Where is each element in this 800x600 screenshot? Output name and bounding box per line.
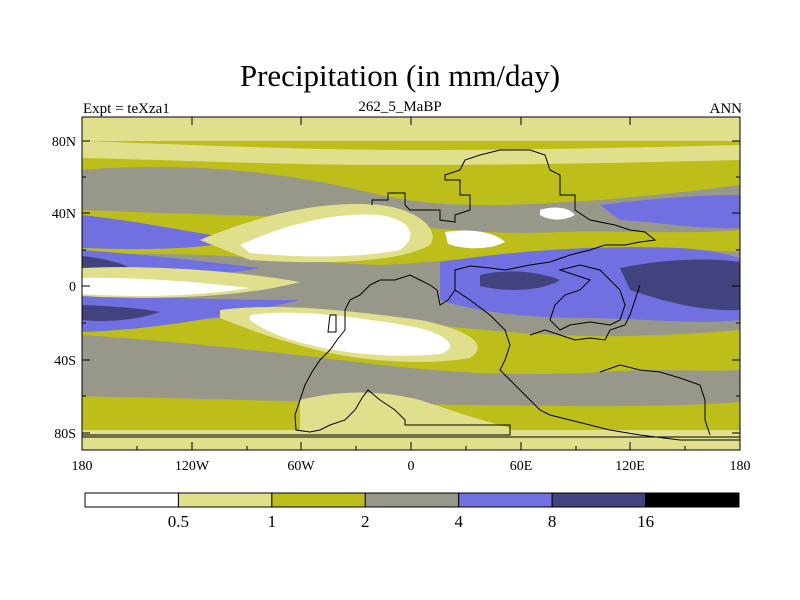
- field-south-gray: [82, 335, 740, 407]
- small-island-outline: [327, 314, 337, 333]
- lon-label-60w: 60W: [287, 459, 315, 474]
- time-label: 262_5_MaBP: [358, 99, 442, 115]
- lon-labels: 180 120W 60W 0 60E 120E 180: [72, 459, 751, 474]
- east-coast-outline: [454, 289, 740, 441]
- lon-label-180w: 180: [72, 459, 93, 474]
- field-dark-blue-africa: [480, 271, 560, 290]
- east-block-outline: [549, 264, 626, 331]
- lon-label-180e: 180: [730, 459, 751, 474]
- lon-label-60e: 60E: [510, 459, 533, 474]
- colorbar-swatch: [271, 492, 366, 508]
- colorbar-swatch: [84, 492, 179, 508]
- colorbar-label: 0.5: [168, 512, 189, 531]
- pangea-outline: [82, 149, 657, 436]
- lon-ticks: [81, 117, 741, 450]
- colorbar-swatch: [177, 492, 273, 508]
- colorbar-label: 2: [361, 512, 370, 531]
- east-antarctic-outline: [599, 364, 711, 436]
- colorbar-label: 4: [454, 512, 463, 531]
- field-north-light-band: [82, 141, 740, 165]
- field-north-blue-east: [600, 195, 740, 229]
- colorbar-label: 8: [548, 512, 557, 531]
- field-north-blue-west: [82, 215, 240, 250]
- colorbar-swatch: [364, 492, 460, 508]
- field-white-patch-a: [445, 230, 505, 249]
- lon-label-0: 0: [408, 459, 415, 474]
- field-dry-white-north: [240, 214, 411, 257]
- colorbar-swatch: [458, 492, 553, 508]
- lat-label-40s: 40S: [54, 354, 76, 369]
- field-dark-blue-sw: [82, 305, 160, 322]
- lon-label-120e: 120E: [615, 459, 645, 474]
- coastlines: [82, 149, 740, 441]
- colorbar-swatch: [551, 492, 647, 508]
- lat-ticks: [82, 140, 740, 434]
- field-antarctic-light: [300, 392, 510, 435]
- season-label: ANN: [709, 101, 743, 117]
- colorbar-swatch: [645, 492, 740, 508]
- lat-label-40n: 40N: [52, 207, 76, 222]
- lat-labels: 80N 40N 0 40S 80S: [52, 135, 76, 442]
- lat-label-80n: 80N: [52, 135, 76, 150]
- lat-label-80s: 80S: [54, 427, 76, 442]
- field-dry-white-west: [82, 277, 250, 296]
- field-dry-white-south: [250, 312, 450, 356]
- field-sw-blue: [82, 295, 300, 332]
- plot-title: Precipitation (in mm/day): [239, 58, 561, 93]
- field-white-patch-b: [540, 207, 575, 220]
- field-dark-blue-east: [620, 259, 740, 311]
- colorbar-label: 1: [268, 512, 277, 531]
- colorbar-label: 16: [637, 512, 654, 531]
- experiment-label: Expt = teXza1: [83, 101, 170, 117]
- lon-label-120w: 120W: [175, 459, 210, 474]
- colorbar: 0.5 1 2 4 8 16: [84, 492, 740, 531]
- east-south-outline: [529, 284, 641, 341]
- lat-label-0: 0: [69, 280, 76, 295]
- precip-field: [82, 117, 740, 450]
- field-north-gray: [82, 166, 740, 233]
